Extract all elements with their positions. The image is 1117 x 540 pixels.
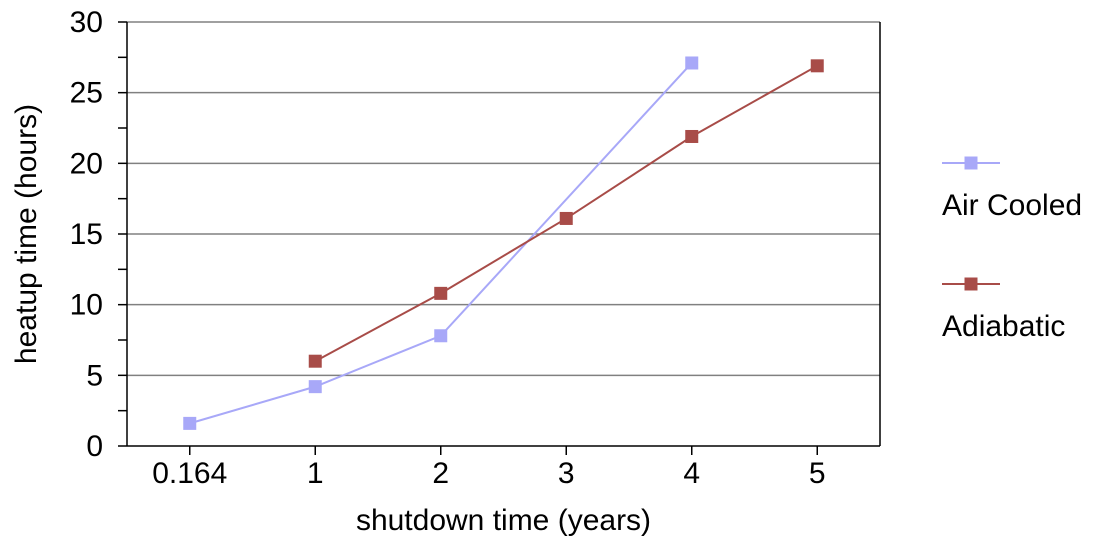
y-axis-ticks: 0 5 10 15 20 25 30 xyxy=(70,6,127,463)
x-tick-label: 1 xyxy=(307,457,324,490)
data-point xyxy=(434,329,448,343)
data-point xyxy=(183,416,197,430)
legend: Air Cooled Adiabatic xyxy=(942,156,1082,343)
y-tick-label: 5 xyxy=(86,359,103,392)
data-point xyxy=(308,380,322,394)
legend-label: Adiabatic xyxy=(942,310,1065,343)
series-air-cooled xyxy=(183,56,699,430)
data-point xyxy=(559,211,573,225)
y-tick-label: 20 xyxy=(70,147,103,180)
x-tick-label: 4 xyxy=(683,457,700,490)
data-point xyxy=(685,129,699,143)
y-tick-label: 25 xyxy=(70,77,103,110)
x-tick-label: 5 xyxy=(809,457,826,490)
x-axis-ticks: 0.164 1 2 3 4 5 xyxy=(152,446,826,490)
y-tick-label: 15 xyxy=(70,218,103,251)
data-point xyxy=(434,286,448,300)
x-tick-label: 3 xyxy=(558,457,575,490)
legend-swatch-marker xyxy=(964,277,978,291)
gridlines xyxy=(127,21,880,377)
x-tick-label: 0.164 xyxy=(152,457,227,490)
y-tick-label: 0 xyxy=(86,430,103,463)
data-series xyxy=(183,56,824,430)
legend-label: Air Cooled xyxy=(942,189,1082,222)
series-adiabatic xyxy=(308,59,824,368)
y-tick-label: 30 xyxy=(70,6,103,39)
data-point xyxy=(308,354,322,368)
series-line xyxy=(189,62,693,425)
x-tick-label: 2 xyxy=(432,457,449,490)
y-tick-label: 10 xyxy=(70,289,103,322)
legend-swatch-marker xyxy=(964,156,978,170)
x-axis-title: shutdown time (years) xyxy=(356,504,651,537)
y-axis-title: heatup time (hours) xyxy=(10,104,43,364)
data-point xyxy=(685,56,699,70)
data-point xyxy=(810,59,824,73)
